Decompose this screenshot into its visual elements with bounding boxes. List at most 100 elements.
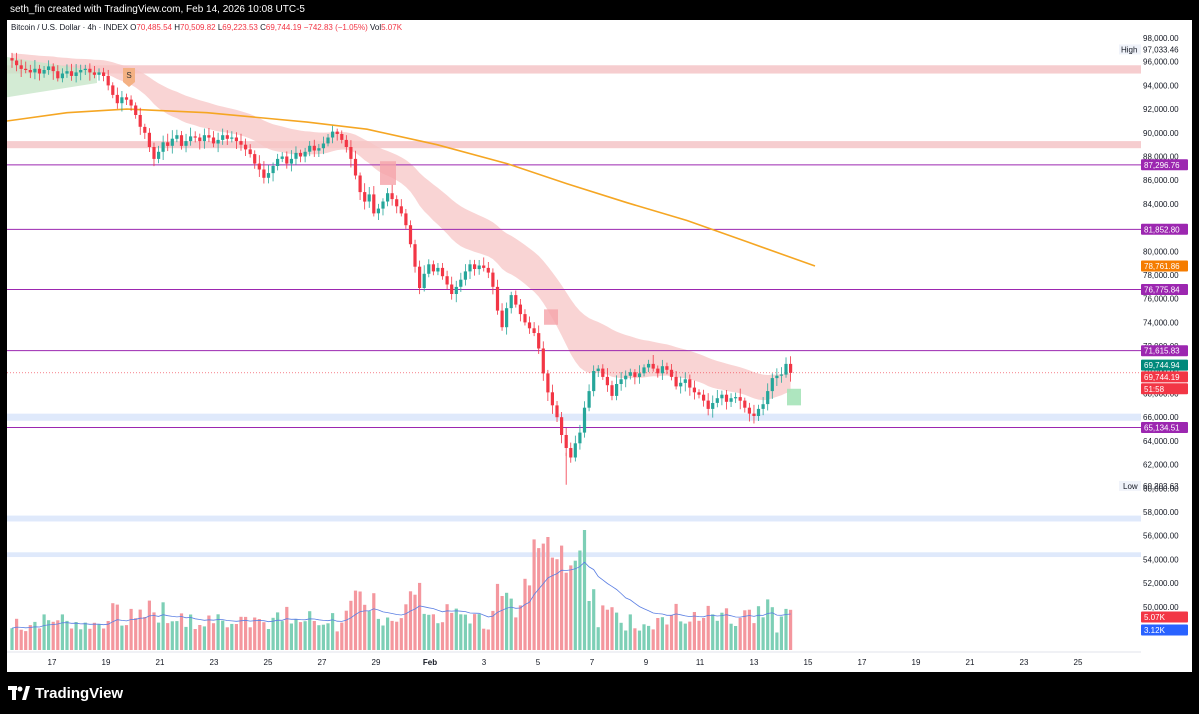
candle-body [619,379,623,384]
volume-bar [697,620,701,650]
volume-bar [706,605,710,650]
candle-body [555,405,559,418]
candle-body [10,58,14,61]
price-tick-label: 60,000.00 [1143,484,1179,493]
candle-body [463,271,467,280]
volume-bar [743,610,747,650]
volume-bar [271,617,275,650]
volume-bar [166,623,170,650]
candle-body [349,147,353,159]
low-label-bg [1119,480,1141,491]
volume-bar [436,623,440,650]
candle-body [610,385,614,396]
candle-body [363,192,367,202]
price-axis[interactable]: 98,000.00 96,000.00 94,000.00 92,000.00 90,0… [1141,20,1192,672]
candle-body [578,432,582,444]
candle-body [129,99,133,106]
volume-bar [266,629,271,650]
candle-body [697,392,701,395]
volume-bar [106,621,110,650]
price-tick-label: 98,000.00 [1143,34,1179,43]
volume-bar [775,632,779,650]
volume-bar [303,621,307,650]
candle-body [271,166,275,174]
support-zone [7,413,1141,421]
candle-body [262,169,266,178]
volume-bar [715,620,719,650]
high-value: 97,033.46 [1143,45,1179,54]
candle-body [253,154,257,164]
volume-bar [79,629,83,650]
candle-body [592,371,596,392]
candle-body [395,199,399,207]
signal-box [380,161,396,185]
volume-bar [367,611,371,650]
volume-bar [738,617,742,650]
volume-bar [527,585,532,650]
axis-price-tag-bg [1141,260,1188,272]
candle-body [79,70,83,73]
volume-bar [624,630,628,650]
candle-body [550,392,554,406]
price-axis-svg[interactable]: 98,000.00 96,000.00 94,000.00 92,000.00 90,0… [1141,20,1192,672]
candle-body [761,404,765,409]
candle-body [376,208,380,214]
tradingview-logo[interactable]: TradingView [8,684,123,702]
volume-bar [193,629,197,650]
candle-body [358,175,362,193]
volume-bar [601,605,605,650]
candle-body [344,139,348,147]
candle-body [399,206,403,214]
candle-body [468,264,472,272]
candle-body [257,163,261,170]
volume-bar [10,628,14,650]
volume-bar [779,616,783,650]
candle-body [779,374,783,376]
change-value: −742.83 (−1.05%) [303,23,368,32]
candle-body [157,151,161,159]
axis-price-tag-text: 69,744.19 [1144,373,1180,382]
price-tick-label: 96,000.00 [1143,58,1179,67]
volume-bar [477,614,481,650]
volume-bar [253,617,257,650]
volume-bar [408,591,413,650]
volume-bar [276,612,280,650]
candle-body [756,408,761,416]
candle-body [42,70,46,74]
candle-body [647,363,651,368]
volume-bar [170,621,174,650]
candle-body [102,72,106,76]
candle-body [161,142,165,152]
volume-bar [161,602,165,650]
chart-panel[interactable]: S 17 19 21 23 25 27 29 Feb 3 5 7 9 11 13 15 17 19 21 23 25 Hi… [7,20,1141,672]
volume-bar [692,612,696,650]
candle-body [413,244,417,267]
volume-bar [157,622,161,650]
volume-bar [221,620,225,650]
price-chart[interactable]: S 17 19 21 23 25 27 29 Feb 3 5 7 9 11 13 15 17 19 21 23 25 Hi… [7,20,1141,672]
volume-bar [372,593,376,650]
candle-body [367,194,371,202]
candle-body [408,225,413,245]
open-label: O [130,23,137,32]
candle-body [74,72,78,76]
volume-bar [582,530,587,650]
candle-body [179,135,184,146]
volume-bar [349,600,353,650]
axis-price-tag-text: 76,775.84 [1144,286,1180,295]
time-tick-label: 13 [750,658,759,667]
price-tick-label: 78,000.00 [1143,271,1179,280]
axis-price-tag: 71,615.83 [1141,345,1188,357]
time-tick-label: 25 [1074,658,1083,667]
volume-bar [523,578,527,650]
high-value: 70,509.82 [180,23,216,32]
volume-bar [683,623,687,650]
volume-bar [615,612,619,650]
candle-body [605,376,609,386]
volume-bar [211,623,216,650]
time-tick-label: 23 [210,658,219,667]
volume-bar [386,617,390,650]
candle-body [683,379,687,383]
candle-body [546,373,550,393]
high-label: H [174,23,180,32]
